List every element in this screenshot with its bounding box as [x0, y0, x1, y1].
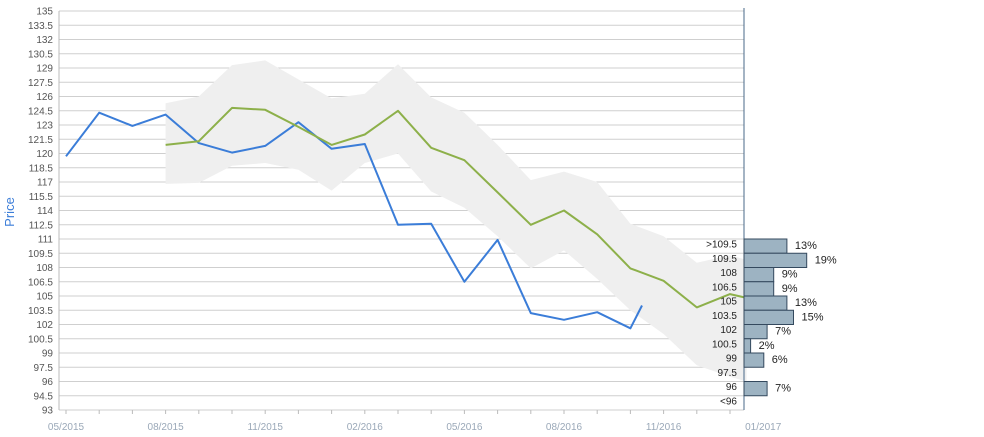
distribution-bin-label: 109.5 — [712, 254, 737, 265]
distribution-bin-label: >109.5 — [706, 240, 737, 251]
y-tick-label: 96 — [42, 377, 54, 388]
y-tick-label: 123 — [36, 121, 53, 132]
actual-price-line — [65, 111, 643, 330]
forecast-price-line — [165, 106, 747, 309]
distribution-bar — [743, 324, 768, 340]
y-tick-label: 117 — [37, 178, 53, 189]
confidence-band-layer — [165, 60, 747, 382]
distribution-bar — [743, 238, 788, 254]
distribution-bar — [743, 352, 765, 368]
y-tick-label: 124.5 — [28, 106, 53, 117]
distribution-percent-label: 9% — [782, 269, 798, 281]
distribution-layer: >109.5 13% 109.5 19% 108 9% 106.5 9% 105 13% 103.5… — [706, 238, 837, 407]
y-tick-label: 118.5 — [29, 163, 54, 174]
x-tick-label: 11/2015 — [247, 422, 283, 433]
y-tick-label: 126 — [36, 92, 53, 103]
y-tick-label: 105 — [36, 292, 53, 303]
y-tick-label: 97.5 — [34, 363, 54, 374]
y-tick-label: 132 — [36, 35, 53, 46]
x-tick-label: 08/2015 — [148, 422, 185, 433]
distribution-bin-label: <96 — [720, 396, 737, 407]
distribution-bar — [743, 281, 775, 297]
distribution-bar — [743, 267, 775, 283]
distribution-bin-label: 99 — [726, 354, 738, 365]
distribution-bar — [743, 338, 752, 354]
y-tick-label: 120 — [36, 149, 53, 160]
y-tick-label: 127.5 — [28, 78, 53, 89]
distribution-percent-label: 6% — [772, 354, 788, 366]
y-tick-label: 121.5 — [28, 135, 53, 146]
series-layer — [65, 106, 747, 330]
axis-layer: 135 133.5 132 130.5 129 127.5 126 124.5 123 121.5… — [28, 7, 782, 434]
y-tick-label: 94.5 — [34, 391, 54, 402]
distribution-percent-label: 15% — [802, 311, 824, 323]
y-tick-label: 99 — [42, 349, 54, 360]
y-tick-label: 108 — [36, 263, 53, 274]
distribution-bin-label: 106.5 — [712, 282, 737, 293]
y-tick-label: 106.5 — [28, 277, 53, 288]
y-tick-label: 102 — [36, 320, 53, 331]
x-tick-label: 08/2016 — [546, 422, 583, 433]
distribution-bin-label: 102 — [720, 325, 737, 336]
y-tick-label: 129 — [36, 64, 53, 75]
distribution-bin-label: 97.5 — [718, 368, 738, 379]
y-tick-label: 114 — [37, 206, 53, 217]
y-tick-label: 115.5 — [29, 192, 54, 203]
distribution-bin-label: 100.5 — [712, 339, 737, 350]
distribution-bin-label: 103.5 — [712, 311, 737, 322]
distribution-bar — [743, 381, 768, 397]
distribution-percent-label: 19% — [815, 254, 837, 266]
y-tick-label: 111 — [38, 235, 54, 246]
distribution-bar — [743, 295, 788, 311]
x-tick-label: 02/2016 — [347, 422, 384, 433]
x-tick-label: 11/2016 — [646, 422, 682, 433]
distribution-bin-label: 105 — [720, 297, 737, 308]
distribution-percent-label: 7% — [775, 326, 791, 338]
y-tick-label: 133.5 — [28, 21, 53, 32]
y-tick-label: 109.5 — [28, 249, 53, 260]
x-tick-label: 05/2015 — [48, 422, 85, 433]
y-axis-title: Price — [2, 197, 17, 227]
distribution-percent-label: 13% — [795, 240, 817, 252]
y-tick-label: 93 — [42, 406, 54, 417]
y-tick-label: 130.5 — [28, 49, 53, 60]
y-tick-label: 135 — [36, 7, 53, 18]
y-tick-label: 103.5 — [28, 306, 53, 317]
x-tick-label: 05/2016 — [446, 422, 483, 433]
y-tick-label: 100.5 — [28, 334, 53, 345]
distribution-bar — [743, 252, 808, 268]
distribution-percent-label: 7% — [775, 383, 791, 395]
distribution-bin-label: 96 — [726, 382, 738, 393]
distribution-percent-label: 13% — [795, 297, 817, 309]
x-tick-label: 01/2017 — [745, 422, 782, 433]
distribution-percent-label: 2% — [759, 340, 775, 352]
distribution-bin-label: 108 — [720, 268, 737, 279]
y-tick-label: 112.5 — [29, 220, 54, 231]
confidence-band — [165, 60, 747, 382]
distribution-bar — [743, 309, 794, 325]
distribution-percent-label: 9% — [782, 283, 798, 295]
